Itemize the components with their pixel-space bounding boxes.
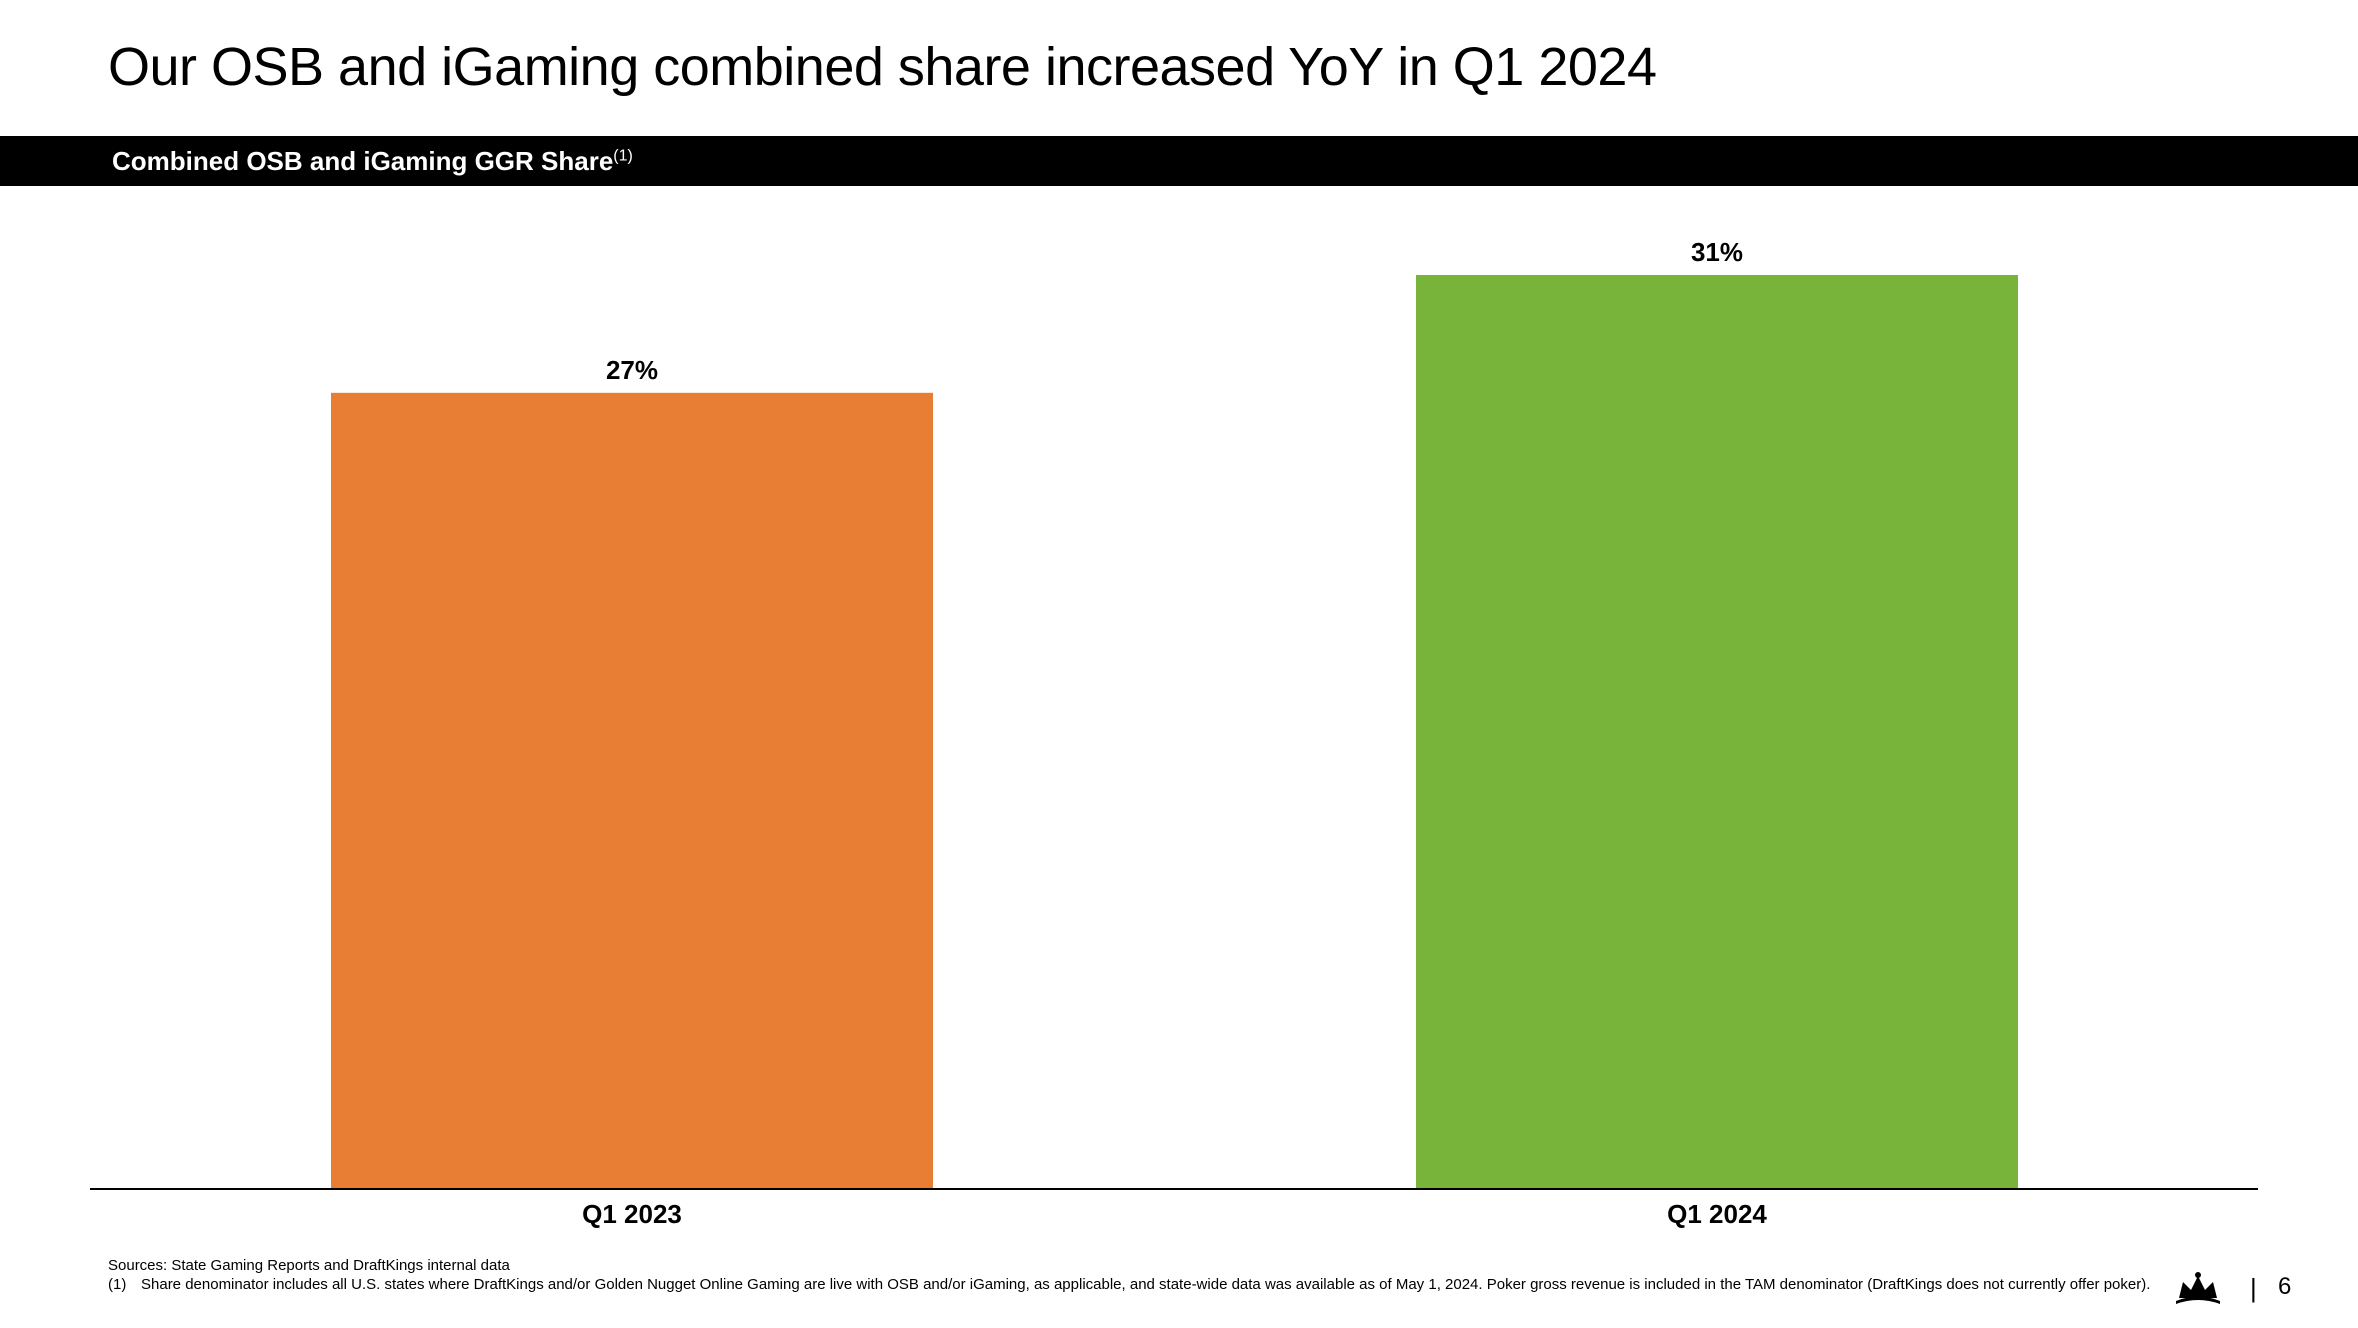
x-tick-label-q1-2023: Q1 2023 <box>582 1199 682 1229</box>
page-number: 6 <box>2278 1273 2292 1300</box>
chart-title-footnote-ref: (1) <box>613 147 633 165</box>
bar-q1-2023 <box>331 392 933 1188</box>
crown-icon <box>2176 1272 2220 1304</box>
chart-title-banner: Combined OSB and iGaming GGR Share(1) <box>0 136 2358 186</box>
footnote-1-marker: (1) <box>108 1276 127 1293</box>
footnotes: Sources: State Gaming Reports and DraftK… <box>108 1256 2158 1294</box>
sources-note: Sources: State Gaming Reports and DraftK… <box>108 1257 510 1274</box>
data-label-q1-2024: 31% <box>1691 237 1743 267</box>
bar-q1-2024 <box>1416 275 2018 1188</box>
page-separator: | <box>2250 1273 2257 1303</box>
x-tick-label-q1-2024: Q1 2024 <box>1667 1199 1767 1229</box>
slide-title: Our OSB and iGaming combined share incre… <box>108 37 1657 97</box>
bar-chart: 27% Q1 2023 31% Q1 2024 <box>90 237 2258 1229</box>
data-label-q1-2023: 27% <box>606 355 658 385</box>
chart-title-text: Combined OSB and iGaming GGR Share <box>112 146 614 176</box>
footnote-1: (1) Share denominator includes all U.S. … <box>108 1275 2158 1294</box>
chart-title: Combined OSB and iGaming GGR Share(1) <box>112 146 633 177</box>
footnote-1-text: Share denominator includes all U.S. stat… <box>141 1276 2151 1293</box>
